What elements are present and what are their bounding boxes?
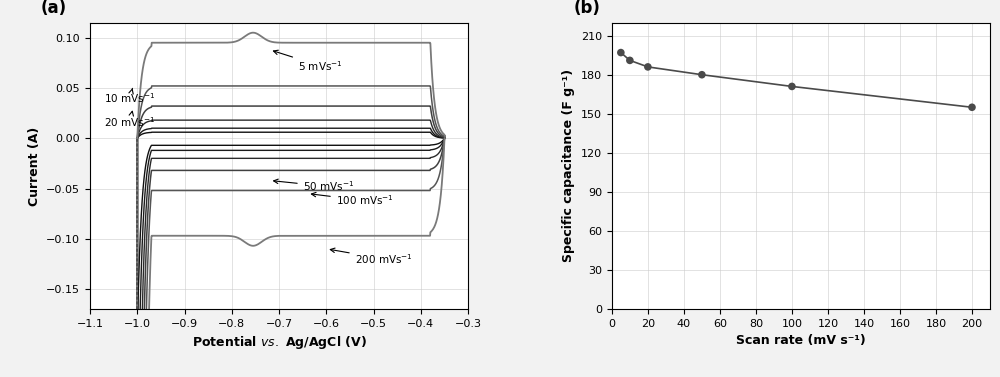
- Y-axis label: Specific capacitance (F g⁻¹): Specific capacitance (F g⁻¹): [562, 69, 575, 262]
- X-axis label: Scan rate (mV s⁻¹): Scan rate (mV s⁻¹): [736, 334, 866, 348]
- Point: [613, 49, 629, 55]
- Text: 100 mVs$^{-1}$: 100 mVs$^{-1}$: [311, 192, 394, 207]
- Text: 200 mVs$^{-1}$: 200 mVs$^{-1}$: [330, 248, 413, 266]
- Text: (a): (a): [41, 0, 67, 17]
- Point: [964, 104, 980, 110]
- Point: [784, 83, 800, 89]
- X-axis label: Potential $vs.$ Ag/AgCl (V): Potential $vs.$ Ag/AgCl (V): [192, 334, 367, 351]
- Point: [622, 57, 638, 63]
- Y-axis label: Current (A): Current (A): [28, 126, 41, 205]
- Text: 50 mVs$^{-1}$: 50 mVs$^{-1}$: [274, 179, 354, 193]
- Text: 20 mVs$^{-1}$: 20 mVs$^{-1}$: [104, 111, 155, 129]
- Text: (b): (b): [574, 0, 601, 17]
- Point: [640, 64, 656, 70]
- Text: 5 mVs$^{-1}$: 5 mVs$^{-1}$: [273, 50, 343, 73]
- Text: 10 mVs$^{-1}$: 10 mVs$^{-1}$: [104, 88, 155, 105]
- Point: [694, 72, 710, 78]
